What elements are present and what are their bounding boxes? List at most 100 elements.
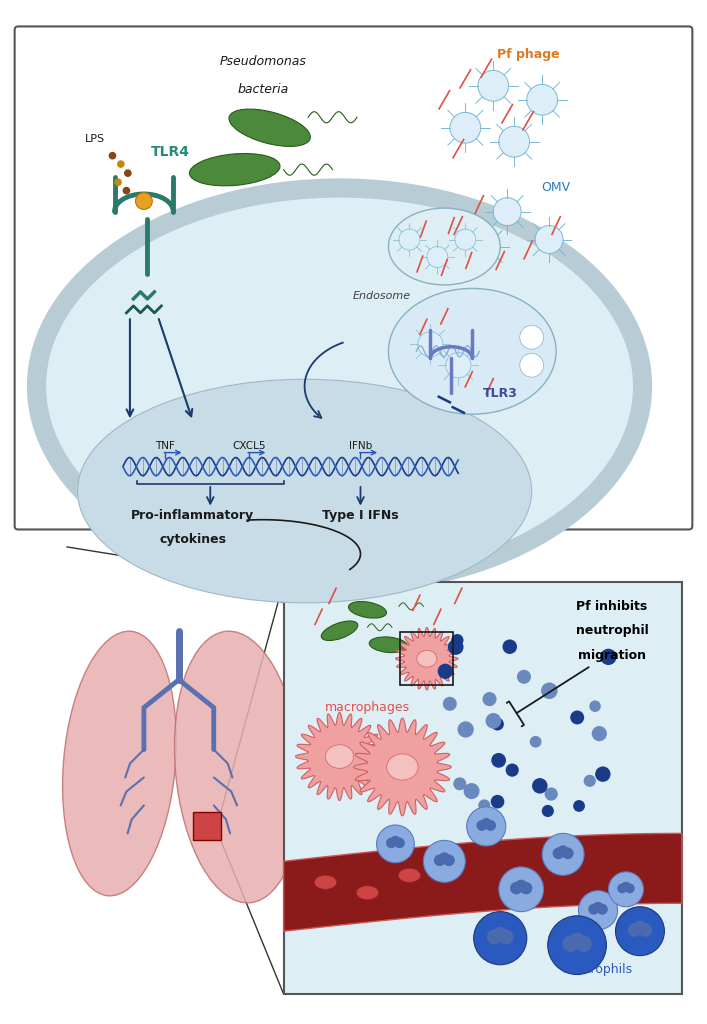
- Circle shape: [478, 71, 508, 101]
- Circle shape: [583, 775, 596, 786]
- Circle shape: [506, 764, 519, 777]
- Circle shape: [553, 848, 564, 859]
- Circle shape: [548, 915, 607, 975]
- Circle shape: [485, 820, 496, 830]
- Circle shape: [472, 232, 501, 260]
- Ellipse shape: [63, 631, 176, 896]
- Bar: [193, 812, 221, 841]
- Circle shape: [590, 700, 601, 712]
- Circle shape: [418, 332, 443, 357]
- Circle shape: [457, 721, 474, 737]
- Circle shape: [122, 186, 130, 195]
- Text: TLR4: TLR4: [151, 144, 190, 159]
- Text: IFNb: IFNb: [349, 441, 372, 452]
- Circle shape: [628, 923, 641, 937]
- Circle shape: [443, 854, 455, 866]
- Circle shape: [481, 818, 492, 829]
- Circle shape: [434, 854, 445, 866]
- Text: LPS: LPS: [85, 134, 105, 143]
- Circle shape: [450, 113, 481, 143]
- Ellipse shape: [321, 621, 358, 641]
- Text: CXCL5: CXCL5: [232, 441, 265, 452]
- Circle shape: [625, 884, 635, 893]
- Circle shape: [464, 783, 479, 799]
- Circle shape: [427, 247, 448, 267]
- Text: Type I IFNs: Type I IFNs: [322, 509, 399, 522]
- Circle shape: [423, 841, 465, 883]
- Circle shape: [477, 820, 487, 830]
- Circle shape: [575, 936, 592, 952]
- Ellipse shape: [388, 289, 556, 414]
- Ellipse shape: [388, 208, 501, 285]
- Circle shape: [438, 664, 453, 679]
- Ellipse shape: [387, 754, 418, 780]
- Text: neutrophil: neutrophil: [575, 625, 648, 637]
- Ellipse shape: [325, 744, 354, 768]
- Circle shape: [600, 648, 617, 665]
- Circle shape: [562, 848, 573, 859]
- Circle shape: [530, 736, 542, 748]
- Circle shape: [535, 225, 563, 254]
- Text: TNF: TNF: [155, 441, 175, 452]
- Bar: [400, 632, 453, 685]
- Circle shape: [638, 923, 652, 937]
- Circle shape: [448, 639, 464, 655]
- Circle shape: [633, 921, 647, 934]
- Circle shape: [571, 711, 584, 724]
- Circle shape: [136, 193, 152, 210]
- Polygon shape: [296, 713, 383, 801]
- Ellipse shape: [356, 886, 379, 900]
- Circle shape: [115, 178, 122, 186]
- Circle shape: [544, 787, 558, 801]
- Circle shape: [109, 152, 117, 160]
- Text: TLR3: TLR3: [483, 387, 518, 399]
- Circle shape: [573, 800, 585, 812]
- Circle shape: [532, 778, 548, 794]
- Text: Endosome: Endosome: [352, 291, 411, 301]
- Text: migration: migration: [578, 649, 646, 662]
- Circle shape: [467, 807, 506, 846]
- Circle shape: [592, 726, 607, 741]
- Circle shape: [499, 126, 530, 157]
- Circle shape: [445, 352, 471, 378]
- Circle shape: [474, 911, 527, 965]
- Circle shape: [499, 867, 544, 911]
- Circle shape: [478, 800, 491, 811]
- Circle shape: [609, 871, 643, 906]
- Circle shape: [117, 160, 124, 168]
- Circle shape: [569, 933, 585, 949]
- Circle shape: [390, 836, 401, 846]
- Text: OMV: OMV: [542, 180, 571, 194]
- Circle shape: [498, 930, 513, 944]
- Ellipse shape: [229, 110, 310, 146]
- Ellipse shape: [417, 650, 437, 667]
- FancyBboxPatch shape: [15, 27, 692, 529]
- Text: Pf phage: Pf phage: [497, 48, 559, 60]
- Ellipse shape: [189, 154, 280, 185]
- Ellipse shape: [78, 379, 532, 603]
- Circle shape: [377, 825, 414, 863]
- Circle shape: [482, 692, 496, 707]
- Circle shape: [451, 634, 464, 646]
- Circle shape: [542, 834, 584, 876]
- Ellipse shape: [369, 637, 407, 652]
- Text: cytokines: cytokines: [159, 534, 226, 547]
- Circle shape: [595, 766, 611, 782]
- Circle shape: [493, 198, 521, 225]
- Circle shape: [597, 904, 608, 914]
- Circle shape: [588, 904, 600, 914]
- Circle shape: [493, 927, 508, 942]
- Circle shape: [399, 229, 420, 250]
- Circle shape: [491, 718, 504, 730]
- Ellipse shape: [349, 601, 387, 618]
- Polygon shape: [284, 834, 682, 931]
- Circle shape: [562, 936, 579, 952]
- Circle shape: [515, 880, 527, 892]
- Circle shape: [486, 713, 501, 729]
- Circle shape: [487, 930, 502, 944]
- Ellipse shape: [315, 876, 337, 889]
- Text: bacteria: bacteria: [237, 83, 288, 96]
- Circle shape: [617, 884, 627, 893]
- Circle shape: [520, 353, 544, 377]
- Circle shape: [541, 682, 558, 699]
